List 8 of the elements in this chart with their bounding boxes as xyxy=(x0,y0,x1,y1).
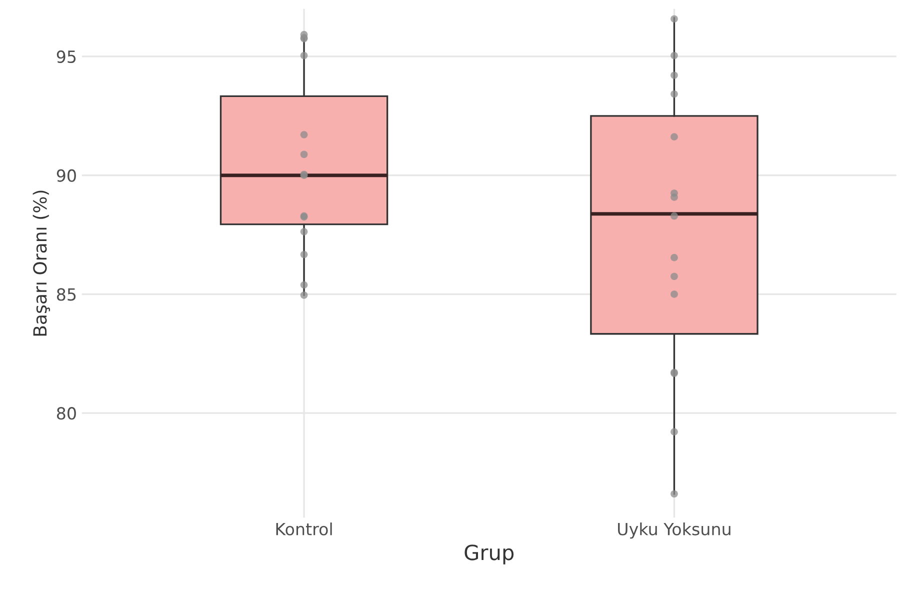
y-tick-label: 95 xyxy=(56,50,76,64)
y-axis-title: Başarı Oranı (%) xyxy=(32,190,50,336)
x-tick-label: Uyku Yoksunu xyxy=(618,522,730,539)
y-tick-label: 85 xyxy=(56,288,76,301)
x-axis-title: Grup xyxy=(464,544,514,564)
y-tick-label: 80 xyxy=(56,407,76,420)
y-tick-label: 90 xyxy=(56,169,76,182)
x-tick-label: Kontrol xyxy=(276,522,332,536)
